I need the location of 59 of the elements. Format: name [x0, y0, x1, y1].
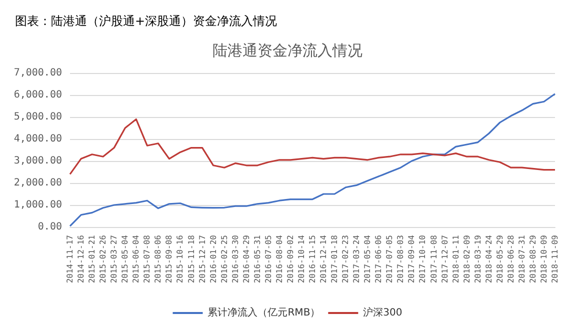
legend-label: 沪深300 [363, 306, 402, 318]
x-tick-label: 2018-05-29 [495, 234, 504, 284]
x-tick-label: 2017-07-05 [385, 234, 394, 284]
x-tick-label: 2017-03-24 [352, 234, 362, 284]
x-tick-label: 2015-01-21 [88, 234, 97, 284]
x-tick-label: 2017-11-08 [429, 234, 438, 284]
x-tick-label: 2016-04-29 [242, 234, 251, 284]
x-tick-label: 2017-10-10 [418, 234, 428, 284]
line-series [69, 118, 556, 175]
x-tick-label: 2018-02-09 [462, 234, 472, 284]
x-tick-label: 2014-11-17 [66, 234, 74, 284]
x-tick-label: 2018-03-19 [473, 234, 482, 284]
x-tick-label: 2015-07-08 [142, 234, 152, 284]
chart-subtitle: 陆港通资金净流入情况 [212, 42, 362, 60]
x-tick-label: 2015-12-17 [198, 234, 207, 284]
x-tick-label: 2016-10-14 [296, 234, 306, 284]
x-tick-label: 2015-06-04 [132, 234, 141, 284]
x-tick-label: 2016-11-15 [308, 234, 317, 284]
x-tick-label: 2016-03-30 [230, 234, 240, 284]
x-tick-label: 2015-02-26 [98, 234, 108, 284]
x-tick-label: 2015-09-08 [164, 234, 174, 284]
x-tick-label: 2016-07-05 [264, 234, 273, 284]
x-tick-label: 2015-08-06 [154, 234, 163, 284]
x-tick-label: 2017-02-23 [341, 234, 350, 284]
y-tick-label: 3,000.00 [14, 156, 62, 166]
x-tick-label: 2015-11-18 [186, 234, 196, 284]
x-tick-label: 2016-02-25 [220, 234, 229, 284]
x-tick-label: 2015-10-16 [176, 234, 185, 284]
x-tick-label: 2015-05-04 [120, 234, 130, 284]
x-tick-label: 2017-06-06 [374, 234, 384, 284]
x-tick-label: 2017-01-18 [330, 234, 340, 284]
y-tick-label: 1,000.00 [14, 200, 62, 210]
x-tick-label: 2016-01-20 [208, 234, 218, 284]
x-tick-label: 2018-01-11 [451, 234, 460, 284]
x-tick-label: 2017-09-04 [407, 234, 416, 284]
x-tick-label: 2016-05-31 [252, 234, 262, 284]
x-tick-label: 2016-09-02 [286, 234, 295, 284]
x-tick-label: 2018-11-09 [550, 234, 560, 284]
x-tick-label: 2018-07-31 [517, 234, 526, 284]
chart-title: 图表：陆港通（沪股通+深股通）资金净流入情况 [15, 14, 278, 28]
x-tick-label: 2017-08-03 [396, 234, 406, 284]
y-tick-label: 0.00 [38, 222, 62, 232]
legend-label: 累计净流入（亿元RMB） [208, 306, 320, 318]
x-tick-label: 2016-12-14 [319, 234, 328, 284]
x-tick-label: 2016-08-04 [274, 234, 284, 284]
y-tick-label: 4,000.00 [14, 134, 62, 144]
y-tick-label: 7,000.00 [14, 68, 62, 78]
x-tick-label: 2017-12-07 [440, 234, 450, 284]
y-tick-label: 6,000.00 [14, 90, 62, 100]
line-series [69, 93, 556, 227]
x-tick-label: 2014-12-16 [76, 234, 86, 284]
y-tick-label: 2,000.00 [14, 178, 62, 188]
y-tick-label: 5,000.00 [14, 112, 62, 122]
x-tick-label: 2018-04-24 [484, 234, 494, 284]
x-tick-label: 2018-08-29 [528, 234, 538, 284]
x-tick-label: 2018-10-09 [539, 234, 548, 284]
x-tick-label: 2018-06-28 [506, 234, 516, 284]
x-tick-label: 2015-03-27 [110, 234, 119, 284]
x-tick-label: 2017-05-04 [363, 234, 372, 284]
